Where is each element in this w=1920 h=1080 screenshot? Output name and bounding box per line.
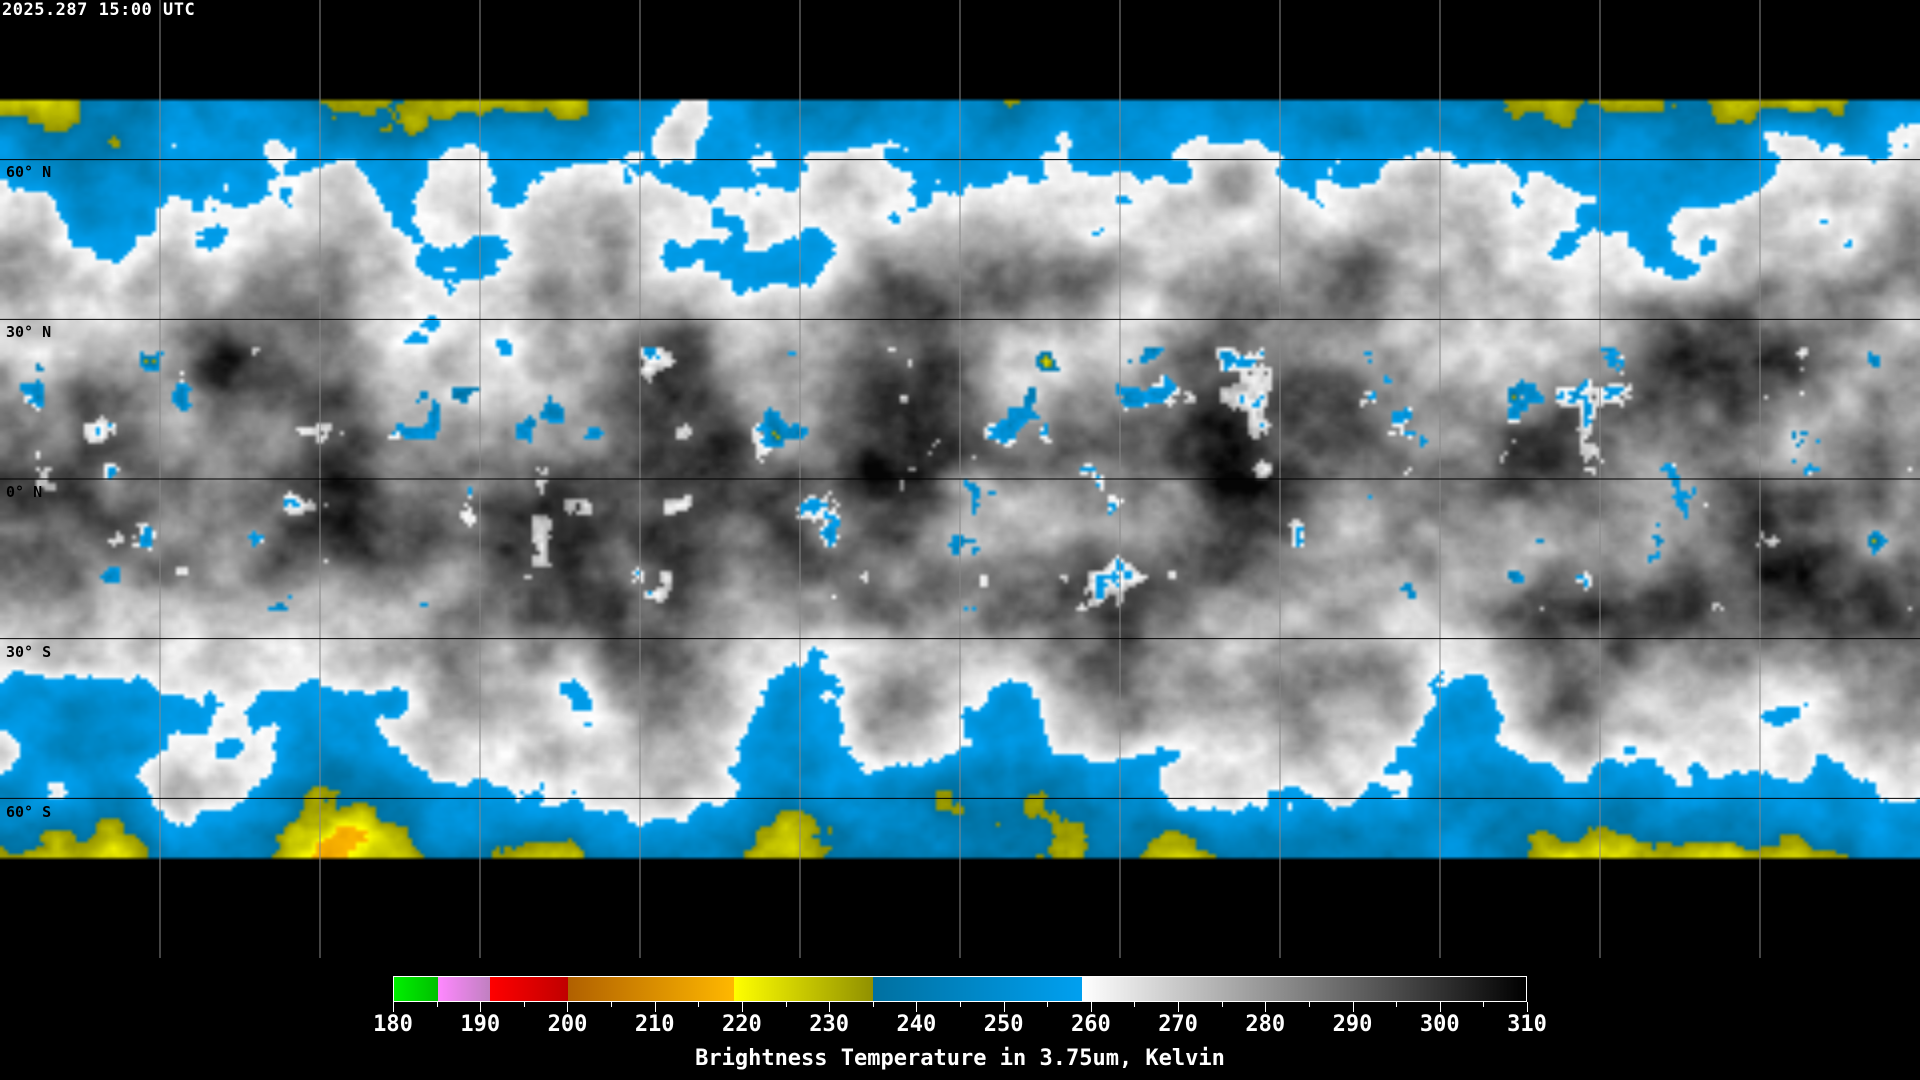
colorbar-segment (489, 977, 569, 1001)
colorbar-tick (698, 1002, 700, 1007)
colorbar-tick (1396, 1002, 1398, 1007)
colorbar-tick (741, 1002, 743, 1012)
colorbar-tick (1047, 1002, 1049, 1007)
colorbar-tick (916, 1002, 918, 1012)
lat-label-60s: 60° S (6, 803, 52, 821)
colorbar-tick-label: 190 (460, 1012, 501, 1037)
colorbar (393, 976, 1527, 1002)
timestamp: 2025.287 15:00 UTC (2, 0, 196, 20)
colorbar-tick-label: 270 (1158, 1012, 1198, 1037)
colorbar-tick-label: 200 (547, 1012, 588, 1037)
colorbar-tick (436, 1002, 438, 1007)
colorbar-tick (1221, 1002, 1223, 1007)
colorbar-segment (568, 977, 734, 1001)
colorbar-tick (1483, 1002, 1485, 1007)
colorbar-tick-label: 230 (809, 1012, 850, 1037)
colorbar-tick-label: 180 (373, 1012, 413, 1037)
lat-label-60n: 60° N (6, 163, 52, 181)
colorbar-tick (654, 1002, 656, 1012)
colorbar-tick-label: 280 (1245, 1012, 1286, 1037)
colorbar-tick (523, 1002, 525, 1007)
colorbar-tick-label: 220 (722, 1012, 762, 1037)
colorbar-tick-label: 210 (634, 1012, 675, 1037)
colorbar-tick (1265, 1002, 1267, 1012)
colorbar-tick (785, 1002, 787, 1007)
colorbar-tick (611, 1002, 613, 1007)
lat-label-30s: 30° S (6, 643, 52, 661)
colorbar-tick (1308, 1002, 1310, 1007)
colorbar-title: Brightness Temperature in 3.75um, Kelvin (695, 1046, 1225, 1071)
colorbar-tick-label: 240 (896, 1012, 937, 1037)
colorbar-tick-label: 260 (1070, 1012, 1111, 1037)
colorbar-tick (1439, 1002, 1441, 1012)
colorbar-tick (480, 1002, 482, 1012)
lat-lon-grid (159, 0, 1761, 958)
colorbar-tick (1090, 1002, 1092, 1012)
lat-label-0n: 0° N (6, 483, 43, 501)
colorbar-segment (1081, 977, 1526, 1001)
colorbar-tick (872, 1002, 874, 1007)
colorbar-tick (1003, 1002, 1005, 1012)
colorbar-tick-label: 300 (1419, 1012, 1460, 1037)
colorbar-tick (1134, 1002, 1136, 1007)
colorbar-tick (393, 1002, 394, 1012)
colorbar-segment (733, 977, 873, 1001)
colorbar-tick (1352, 1002, 1354, 1012)
colorbar-tick (1527, 1002, 1528, 1012)
colorbar-tick-label: 290 (1332, 1012, 1373, 1037)
colorbar-tick (1178, 1002, 1180, 1012)
lat-label-30n: 30° N (6, 323, 52, 341)
colorbar-tick-label: 310 (1507, 1012, 1547, 1037)
colorbar-tick (567, 1002, 569, 1012)
colorbar-tick (829, 1002, 831, 1012)
colorbar-segment (394, 977, 438, 1001)
colorbar-segment (872, 977, 1082, 1001)
colorbar-tick (960, 1002, 961, 1007)
colorbar-ticks (393, 1002, 1528, 1012)
colorbar-tick-label: 250 (983, 1012, 1024, 1037)
colorbar-segment (437, 977, 490, 1001)
satellite-map: 2025.287 15:00 UTC 60° N 30° N 0° N 30° … (0, 0, 1920, 958)
